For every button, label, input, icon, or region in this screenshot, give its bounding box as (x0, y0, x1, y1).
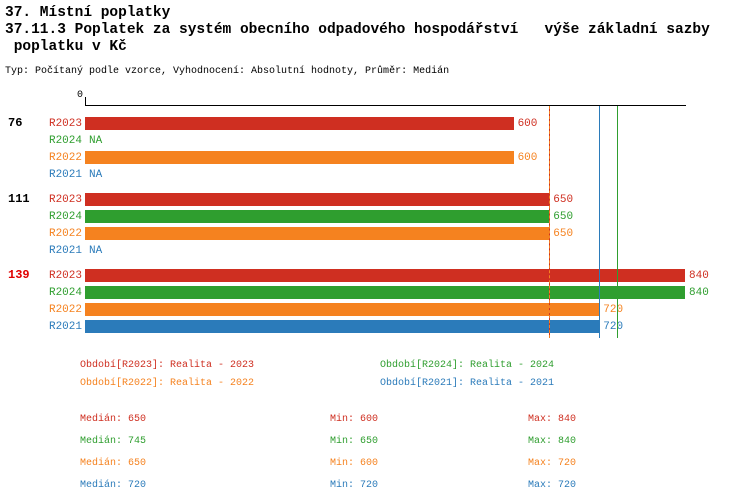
chart-subtitle: Typ: Počítaný podle vzorce, Vyhodnocení:… (5, 66, 450, 77)
median-line-r2021 (599, 106, 601, 338)
stat-median-r2021: Medián: 720 (80, 480, 147, 491)
stat-max-r2022: Max: 720 (528, 458, 577, 469)
chart-title-line3: poplatku v Kč (5, 39, 127, 55)
median-line-r2024 (617, 106, 619, 338)
legend-item-r2024: Období[R2024]: Realita - 2024 (380, 360, 555, 371)
median-line-r2022 (549, 106, 551, 338)
x-axis-tick (85, 97, 86, 105)
stat-max-r2024: Max: 840 (528, 436, 577, 447)
legend-item-r2022: Období[R2022]: Realita - 2022 (80, 378, 255, 389)
bar-value-label: 600 (517, 152, 538, 164)
bar (85, 117, 514, 130)
bar-series-label: R2021 (48, 245, 82, 257)
bar-value-label: 720 (603, 304, 624, 316)
stat-min-r2021: Min: 720 (330, 480, 379, 491)
bar-series-label: R2023 (48, 118, 82, 130)
bar-series-label: R2022 (48, 304, 82, 316)
bar-series-label: R2024 (48, 211, 82, 223)
chart-title-line1: 37. Místní poplatky (5, 5, 171, 21)
bar-series-label: R2023 (48, 194, 82, 206)
bar (85, 210, 550, 223)
chart-title-line2: 37.11.3 Poplatek za systém obecního odpa… (5, 22, 710, 38)
bar-series-label: R2022 (48, 228, 82, 240)
x-axis-line (85, 105, 686, 106)
bar (85, 227, 550, 240)
group-label: 111 (8, 192, 30, 206)
legend-item-r2023: Období[R2023]: Realita - 2023 (80, 360, 255, 371)
bar (85, 151, 514, 164)
stat-min-r2023: Min: 600 (330, 414, 379, 425)
x-axis-tick-label: 0 (77, 90, 84, 101)
bar-value-label: 600 (517, 118, 538, 130)
bar-na-label: NA (89, 135, 103, 147)
bar (85, 303, 600, 316)
bar-value-label: 840 (689, 287, 709, 299)
bar-series-label: R2021 (48, 169, 82, 181)
stat-max-r2021: Max: 720 (528, 480, 577, 491)
bar-value-label: 840 (689, 270, 709, 282)
stat-median-r2022: Medián: 650 (80, 458, 147, 469)
bar-value-label: 650 (553, 211, 574, 223)
legend-item-r2021: Období[R2021]: Realita - 2021 (380, 378, 555, 389)
bar-value-label: 720 (603, 321, 624, 333)
bar (85, 269, 685, 282)
bar-series-label: R2022 (48, 152, 82, 164)
bar (85, 286, 685, 299)
stat-min-r2022: Min: 600 (330, 458, 379, 469)
stat-median-r2023: Medián: 650 (80, 414, 147, 425)
group-label: 139 (8, 268, 30, 282)
bar-series-label: R2024 (48, 135, 82, 147)
bar-na-label: NA (89, 169, 103, 181)
bar-series-label: R2021 (48, 321, 82, 333)
stat-max-r2023: Max: 840 (528, 414, 577, 425)
stat-median-r2024: Medián: 745 (80, 436, 147, 447)
group-label: 76 (8, 116, 23, 130)
bar-series-label: R2024 (48, 287, 82, 299)
stat-min-r2024: Min: 650 (330, 436, 379, 447)
bar (85, 193, 550, 206)
bar-series-label: R2023 (48, 270, 82, 282)
bar (85, 320, 600, 333)
bar-value-label: 650 (553, 194, 574, 206)
bar-value-label: 650 (553, 228, 574, 240)
bar-na-label: NA (89, 245, 103, 257)
